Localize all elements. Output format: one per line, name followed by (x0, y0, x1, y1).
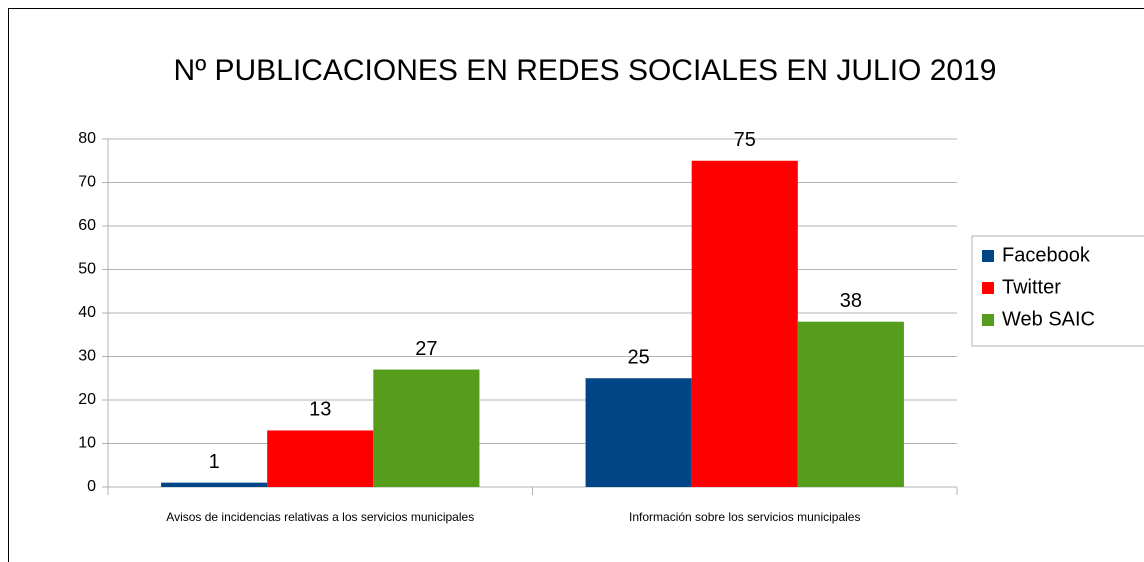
data-label: 75 (734, 129, 756, 151)
data-label: 1 (209, 451, 220, 473)
chart-border (8, 8, 1144, 562)
y-tick-label: 80 (78, 130, 96, 147)
data-label: 27 (415, 338, 437, 360)
legend-label: Facebook (1002, 244, 1091, 266)
chart-title: Nº PUBLICACIONES EN REDES SOCIALES EN JU… (174, 54, 997, 87)
x-tick-label: Avisos de incidencias relativas a los se… (166, 510, 474, 524)
data-label: 13 (309, 399, 331, 421)
y-tick-label: 70 (78, 174, 96, 191)
legend-label: Twitter (1002, 276, 1061, 298)
legend-swatch (982, 282, 994, 294)
legend-label: Web SAIC (1002, 308, 1095, 330)
bar (797, 321, 904, 487)
y-tick-label: 10 (78, 435, 96, 452)
bar (161, 482, 268, 487)
legend-box (971, 235, 1144, 347)
y-tick-label: 60 (78, 217, 96, 234)
y-tick-label: 40 (78, 304, 96, 321)
bar (691, 160, 798, 487)
bar (267, 430, 374, 487)
legend-swatch (982, 250, 994, 262)
y-tick-label: 0 (87, 478, 96, 495)
x-tick-label: Información sobre los servicios municipa… (629, 510, 860, 524)
legend-swatch (982, 314, 994, 326)
y-tick-label: 30 (78, 348, 96, 365)
y-tick-label: 20 (78, 391, 96, 408)
data-label: 25 (628, 347, 650, 369)
y-tick-label: 50 (78, 261, 96, 278)
bar (373, 369, 480, 487)
data-label: 38 (840, 290, 862, 312)
bar (585, 378, 692, 487)
